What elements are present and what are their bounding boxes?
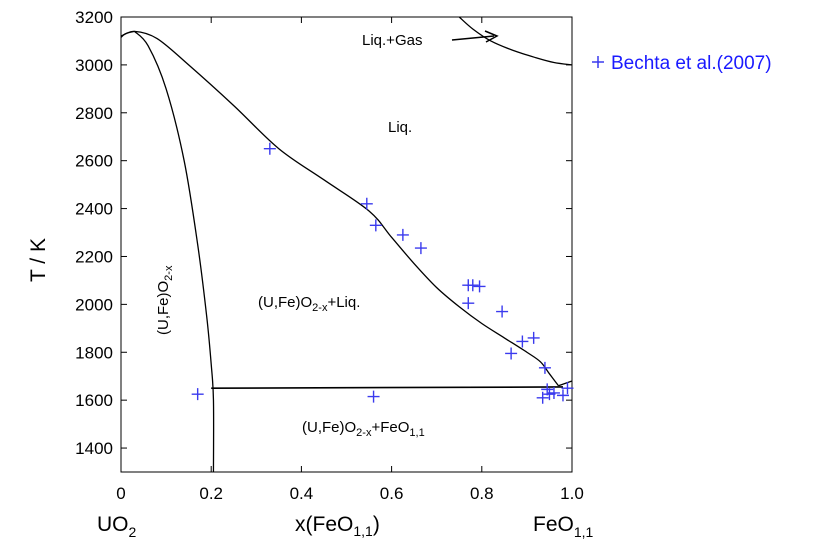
- legend-marker: [592, 56, 604, 68]
- data-point: [414, 242, 427, 255]
- plot-frame: [120, 16, 573, 473]
- liq-gas-arrow: [451, 35, 495, 41]
- y-tick-label: 2600: [75, 152, 113, 171]
- curve-eutectic: [211, 386, 563, 389]
- phase-boundary-curves: [120, 16, 573, 473]
- data-point: [496, 305, 509, 318]
- x-axis-label-tail: ): [373, 513, 380, 536]
- x-tick-label: 0.6: [380, 484, 404, 503]
- axis-ticks: 1400 1600 1800 2000 2200 2400 2600 2800 3000 3200…: [75, 8, 584, 503]
- region-label-liquid: Liq.: [388, 119, 412, 136]
- endpoint-left-label: UO2: [97, 513, 137, 540]
- solid-liquid-tail: +Liq.: [327, 294, 360, 311]
- y-axis-label: T / K: [27, 238, 50, 282]
- x-axis-label-sub: 1,1: [353, 523, 373, 539]
- curve-uo2-liquidus-left: [120, 30, 135, 38]
- data-point: [360, 197, 373, 210]
- two-solids-sub: 2-x: [356, 427, 372, 439]
- x-tick-label: 0: [116, 484, 125, 503]
- endpoint-right-main: FeO: [533, 513, 574, 536]
- data-point: [538, 361, 551, 374]
- data-point: [516, 335, 529, 348]
- data-point: [191, 388, 204, 401]
- data-point: [556, 389, 569, 402]
- region-label-two-solids: (U,Fe)O2-x+FeO1,1: [302, 419, 425, 439]
- solid-solution-main: (U,Fe)O: [155, 281, 172, 335]
- data-points: [191, 142, 574, 404]
- data-point: [527, 331, 540, 344]
- data-point: [263, 142, 276, 155]
- data-point: [505, 347, 518, 360]
- curve-liq-gas: [458, 16, 573, 66]
- two-solids-tail: +FeO: [371, 419, 409, 436]
- solid-liquid-sub: 2-x: [312, 302, 328, 314]
- x-tick-label: 0.4: [290, 484, 314, 503]
- region-label-solid-liquid: (U,Fe)O2-x+Liq.: [258, 294, 360, 314]
- two-solids-sub2: 1,1: [409, 427, 424, 439]
- endpoint-left-main: UO: [97, 513, 129, 536]
- y-tick-label: 2800: [75, 104, 113, 123]
- solid-liquid-main: (U,Fe)O: [258, 294, 312, 311]
- data-point: [473, 280, 486, 293]
- y-tick-label: 2400: [75, 200, 113, 219]
- liq-gas-arrowhead: [484, 30, 499, 43]
- endpoint-right-sub: 1,1: [574, 524, 594, 540]
- y-tick-label: 3200: [75, 8, 113, 27]
- data-point: [369, 219, 382, 232]
- legend: Bechta et al.(2007): [592, 53, 772, 74]
- data-point: [462, 297, 475, 310]
- x-axis-label-main: x(FeO: [295, 513, 353, 536]
- y-tick-label: 3000: [75, 56, 113, 75]
- curve-liquidus: [120, 30, 559, 387]
- data-point: [536, 391, 549, 404]
- x-axis-label: x(FeO1,1): [295, 513, 380, 539]
- y-tick-label: 2000: [75, 295, 113, 314]
- data-point: [396, 228, 409, 241]
- curve-solidus: [134, 30, 215, 473]
- region-label-solid-solution: (U,Fe)O2-x: [155, 265, 175, 335]
- y-tick-label: 1400: [75, 439, 113, 458]
- endpoint-left-sub: 2: [129, 524, 137, 540]
- x-tick-label: 0.2: [199, 484, 223, 503]
- y-tick-label: 2200: [75, 247, 113, 266]
- data-point: [561, 382, 574, 395]
- solid-solution-sub: 2-x: [163, 265, 175, 281]
- x-tick-label: 0.8: [470, 484, 494, 503]
- legend-label: Bechta et al.(2007): [611, 53, 772, 74]
- y-tick-label: 1800: [75, 343, 113, 362]
- curve-feo-eutectic-tail: [558, 380, 573, 387]
- endpoint-right-label: FeO1,1: [533, 513, 594, 540]
- data-point: [466, 279, 479, 292]
- data-point: [547, 386, 560, 399]
- region-label-liq-gas: Liq.+Gas: [362, 32, 422, 49]
- data-point: [367, 390, 380, 403]
- two-solids-main: (U,Fe)O: [302, 419, 356, 436]
- x-tick-label: 1.0: [560, 484, 584, 503]
- y-tick-label: 1600: [75, 391, 113, 410]
- data-point: [541, 383, 554, 396]
